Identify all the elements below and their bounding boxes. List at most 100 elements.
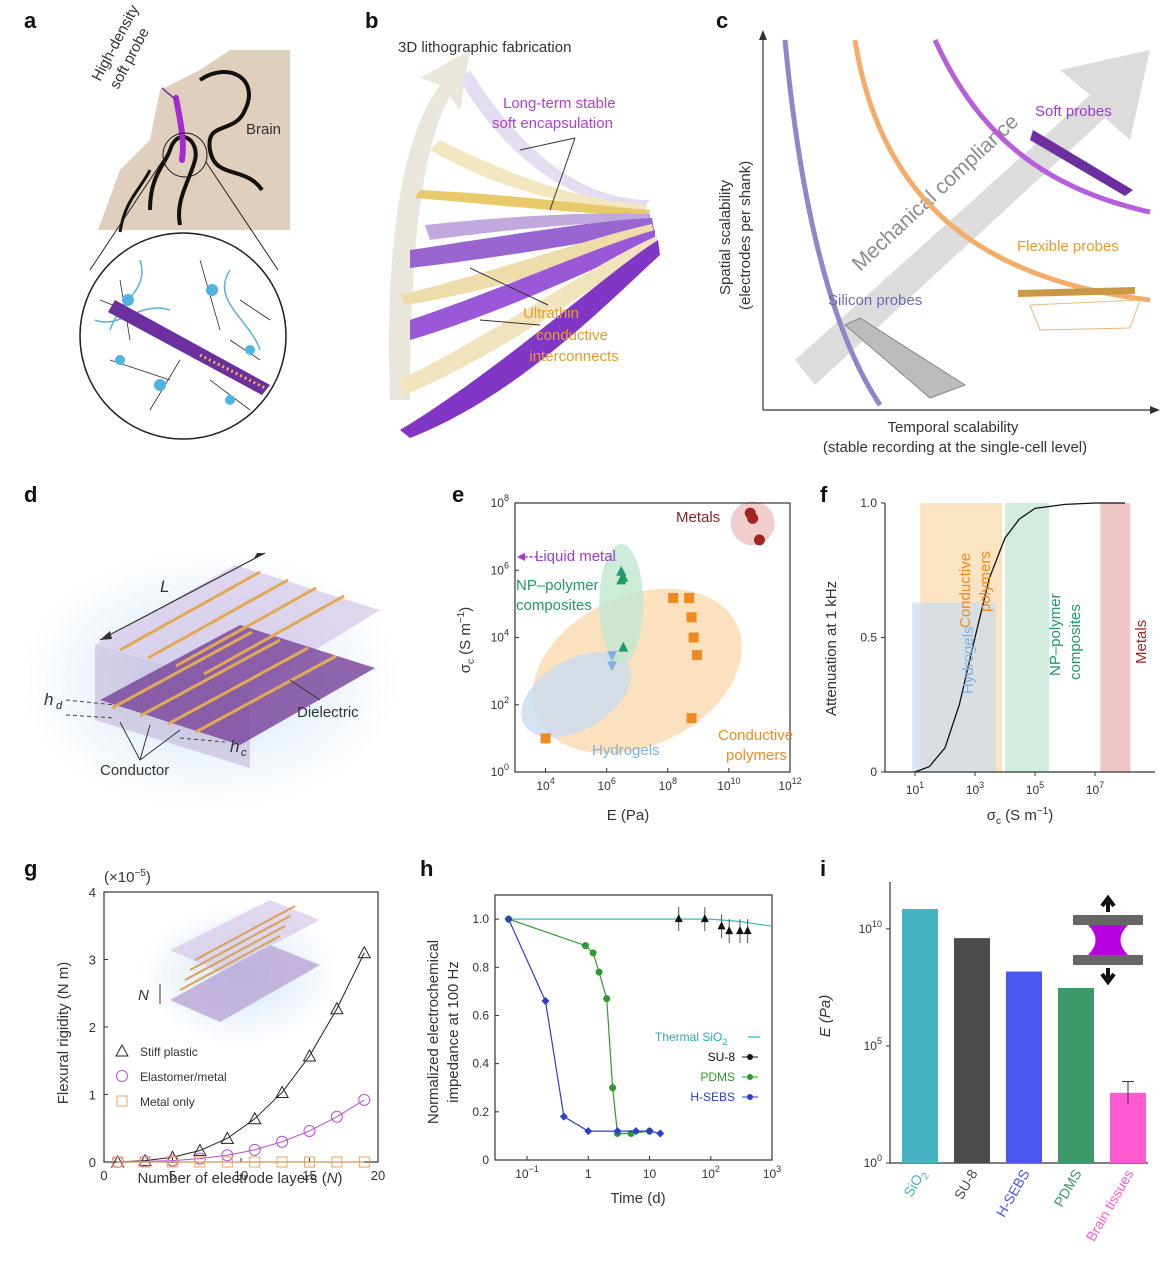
g-xtick-label: 5 [169, 1168, 176, 1183]
e-np-label-1: NP–polymer [516, 577, 599, 594]
h-su8-point [674, 914, 683, 923]
conductor-pointer-2 [139, 724, 151, 761]
h-hsebs-point [541, 997, 550, 1005]
i-inset-top-plate [1073, 915, 1143, 925]
e-ylabel: σc (S m−1) [456, 607, 477, 674]
g-metal-point [112, 1156, 124, 1168]
h-series-line [508, 918, 661, 1135]
h-hsebs-point [504, 915, 513, 924]
panel-c: c Mechanical compliance Soft probes Flex… [716, 8, 1160, 456]
g-plot-area: 0 5 10 15 20 0 1 2 3 4 Stiff plastic Elastomer/meta… [89, 885, 385, 1183]
probe-pointer [161, 87, 177, 101]
panel-letter-i: i [820, 856, 826, 881]
encap-label-2: soft encapsulation [492, 115, 613, 132]
fabrication-arrow [389, 50, 470, 400]
L-dimension-line [99, 552, 266, 641]
h-xtick-label: 10 [643, 1167, 657, 1181]
h-plot-area: 10−1 1 10 102 103 0 0.2 0.4 0.6 0.8 1.0 Thermal SiO… [472, 894, 781, 1181]
zoom-line-right [205, 161, 279, 271]
h-legend-label: H-SEBS [690, 1090, 735, 1104]
encap-label-1: Long-term stable [503, 95, 616, 112]
panel-b: b 3D lithographic fabrication Long-term … [365, 8, 660, 438]
hd-label: h [44, 690, 53, 709]
g-metal-point [276, 1156, 288, 1168]
f-xlabel-close: ) [1048, 807, 1053, 824]
f-plot-area: 101 103 105 107 0 0.5 1.0 [860, 496, 1155, 797]
inter-pointer-2 [479, 319, 541, 326]
g-ytick-label: 3 [89, 953, 96, 968]
panel-letter-d: d [24, 482, 37, 507]
g-stiff-point [330, 1001, 344, 1015]
f-xlabel: σc (S m−1) [987, 806, 1054, 827]
panel-f: f 101 103 105 107 0 0.5 1.0 Conductive polymer… [820, 482, 1155, 827]
c-y-arrowhead [759, 30, 767, 40]
e-hydrogel-point [607, 661, 618, 672]
g-elastomer-point [330, 1110, 343, 1123]
zoom-line-left [89, 159, 164, 271]
g-elastomer-point [276, 1135, 289, 1148]
h-legend-marker [747, 1094, 753, 1100]
h-hsebs-point [645, 1127, 654, 1136]
brain-outline [118, 169, 152, 233]
L-label: L [160, 577, 169, 596]
e-cp-point [686, 612, 697, 623]
inter-pointer-1 [469, 267, 549, 306]
L-arrow-left [100, 631, 112, 640]
e-hydrogels-label: Hydrogels [592, 742, 660, 759]
dielectric-label: Dielectric [297, 704, 359, 721]
i-inset-icon [1073, 894, 1143, 986]
hc-guide-1 [179, 737, 226, 743]
i-inset-bottom-plate [1073, 955, 1143, 965]
panel-letter-c: c [716, 8, 728, 33]
e-ytick-label: 102 [491, 695, 509, 712]
compliance-arrow [795, 50, 1150, 385]
i-ytick-label: 105 [864, 1036, 882, 1053]
g-xlabel: Number of electrode layers (N) [137, 1170, 342, 1187]
g-series-line [117, 952, 365, 1163]
soft-probe-shape [173, 95, 186, 163]
e-ylabel-unit: (S m [457, 623, 474, 659]
g-stiff-point [275, 1085, 289, 1098]
e-cp-label-1: Conductive [718, 727, 793, 744]
e-xlabel: E (Pa) [607, 807, 650, 824]
f-ytick-label: 0.5 [860, 631, 877, 645]
f-metals-label: Metals [1133, 620, 1150, 664]
g-metal-point [221, 1156, 233, 1168]
L-arrow-right [253, 553, 265, 560]
panel-g: g (×10−5) N 0 5 10 15 20 0 1 2 3 4 Stiff plastic El… [24, 856, 385, 1187]
g-ytick-label: 1 [89, 1088, 96, 1103]
neuron-somas [115, 284, 255, 405]
e-xtick-label: 1012 [778, 776, 801, 793]
g-inset-N: N [138, 987, 149, 1004]
h-ytick-label: 0.4 [472, 1057, 489, 1071]
panel-letter-h: h [420, 856, 433, 881]
e-np-label-2: composites [516, 597, 592, 614]
g-legend-label: Elastomer/metal [140, 1070, 227, 1084]
e-cp-point [540, 733, 551, 744]
conductor-pointer-1 [119, 721, 141, 761]
i-ytick-label: 100 [864, 1153, 882, 1170]
h-xtick-label: 1 [585, 1167, 592, 1181]
g-legend-marker-elastomer [116, 1070, 128, 1082]
e-metal-point [747, 512, 759, 524]
h-su8-point [743, 926, 752, 935]
brain-label: Brain [246, 121, 281, 138]
e-np-region [599, 543, 644, 664]
h-legend-marker [747, 1054, 753, 1060]
g-xlabel-close: ) [338, 1170, 343, 1187]
h-su8-point [725, 926, 734, 935]
probe-in-tissue [108, 300, 270, 395]
e-xtick-label: 108 [659, 776, 677, 793]
g-ylabel: Flexural rigidity (N m) [55, 962, 72, 1105]
c-xlabel-1: Temporal scalability [888, 419, 1019, 436]
h-xtick-label: 10−1 [515, 1164, 539, 1181]
zoom-circle-large [79, 232, 287, 440]
panel-letter-a: a [24, 8, 37, 33]
hd-guide-2 [65, 714, 116, 719]
encap-pointer-2 [549, 137, 576, 211]
flexible-probe-icon [1018, 287, 1135, 297]
g-metal-point [249, 1156, 261, 1168]
g-metal-point [139, 1156, 151, 1168]
g-xtick-label: 15 [302, 1168, 316, 1183]
